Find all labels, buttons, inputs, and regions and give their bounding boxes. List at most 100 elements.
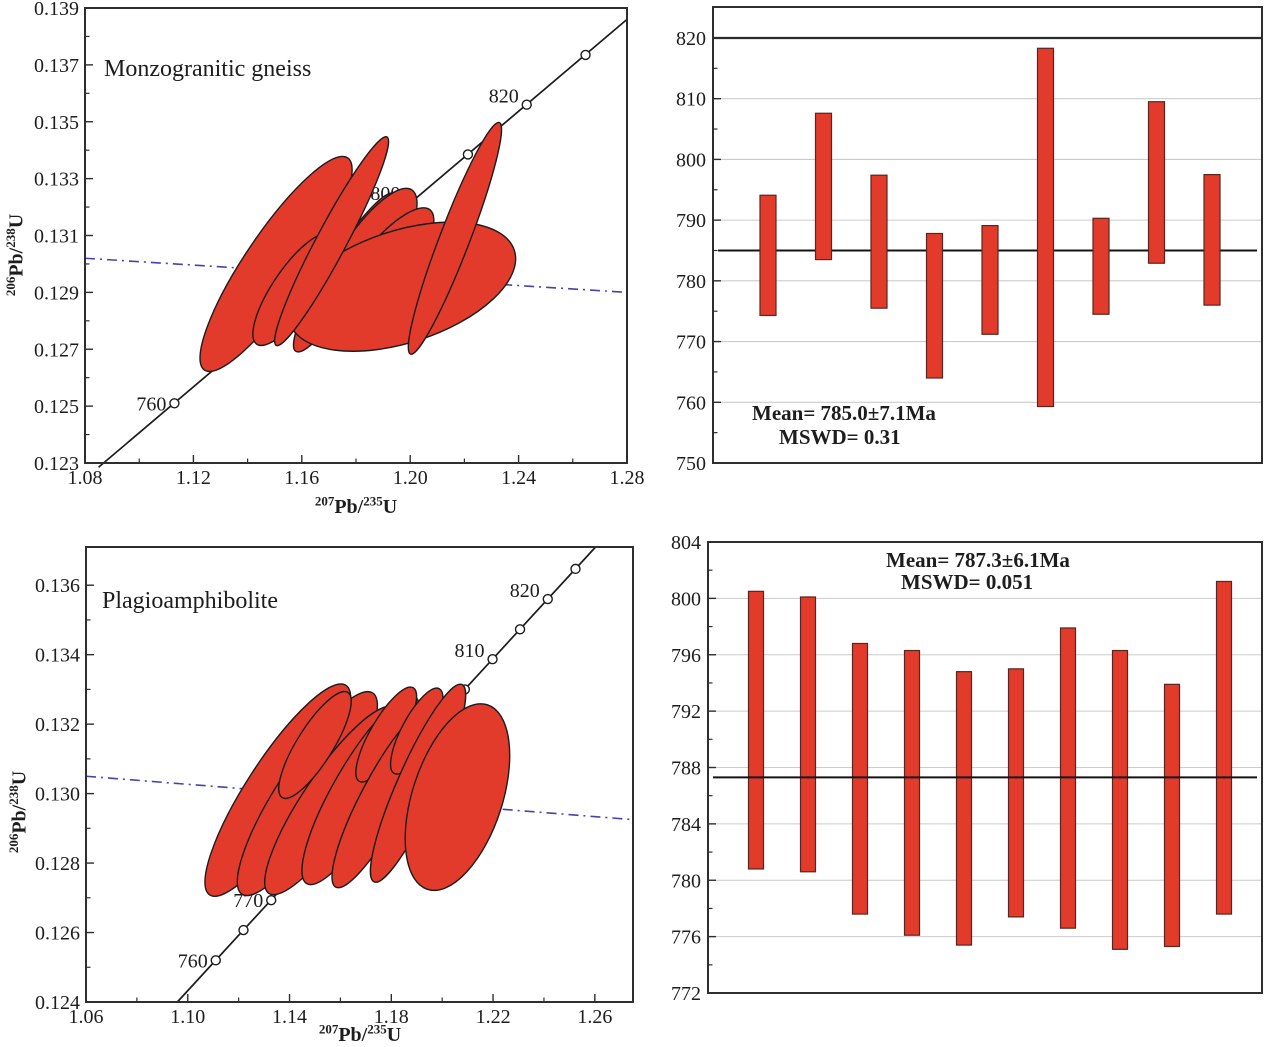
y-tick-label: 0.132 [35,714,80,736]
error-ellipse [273,136,390,347]
y-axis-element-1: Pb/ [8,804,31,834]
concordia-age-marker [462,149,474,160]
age-error-bar [759,194,777,317]
discordia-line [85,775,634,821]
x-tick-label: 1.26 [577,1006,612,1028]
concordia-age-marker [487,653,498,665]
y-tick-label: 788 [671,758,701,780]
y-tick-label: 0.137 [34,55,79,77]
mean-age-annotation: Mean= 785.0±7.1Ma [752,401,936,425]
x-axis-element-2: U [386,1024,402,1046]
y-tick-label: 804 [671,532,701,554]
y-tick-label: 776 [671,927,701,949]
concordia-age-marker [580,49,591,61]
x-axis-element-1: Pb/ [334,496,364,518]
concordia-age-marker [570,563,581,575]
y-tick-label: 0.139 [34,0,79,20]
x-axis-title: 207Pb/235U [314,493,398,519]
y-tick-label: 792 [671,701,701,723]
age-error-bar [747,590,765,870]
y-tick-label: 0.130 [35,784,80,806]
y-tick-label: 780 [671,870,701,892]
x-tick-label: 1.20 [393,467,428,489]
weighted-mean-plot-monzogranitic: 750 760 770 780 790 800 810 820 [676,6,1263,475]
y-tick-label: 796 [671,645,701,667]
x-axis-element-2: U [382,496,398,518]
concordia-age-label: 820 [510,580,540,602]
mean-age-annotation: Mean= 787.3±6.1Ma [886,548,1070,572]
y-tick-label: 784 [671,814,701,836]
y-tick-label: 0.131 [34,226,79,248]
concordia-age-marker [521,99,532,110]
x-axis-element-1: Pb/ [338,1024,368,1046]
concordia-age-label: 760 [136,393,166,415]
x-tick-label: 1.10 [170,1006,205,1028]
y-tick-label: 0.124 [35,992,80,1014]
age-error-bar [1111,649,1129,950]
x-tick-label: 1.16 [284,467,319,489]
x-tick-label: 1.28 [610,467,645,489]
error-ellipse [278,690,352,800]
y-axis-element-1: Pb/ [5,247,28,277]
x-tick-label: 1.12 [176,467,211,489]
concordia-age-marker [210,955,221,966]
age-error-bar [1163,683,1181,948]
age-error-bar [903,649,921,936]
y-tick-label: 0.133 [34,169,79,191]
y-tick-label: 0.125 [34,396,79,418]
x-axis-isotope-1: 207 [314,493,335,509]
y-tick-label: 760 [676,392,706,414]
concordia-age-marker [542,593,553,605]
y-axis-isotope-2: 238 [2,228,18,248]
error-ellipse-group [407,121,503,355]
panel-title-monzogranitic: Monzogranitic gneiss [104,56,312,82]
weighted-mean-plot-plagioamphibolite: 772 776 780 784 788 792 796 800 804 [671,532,1263,1005]
y-tick-label: 750 [676,453,706,475]
concordia-plot-plagioamphibolite: 760 770 810 820 1.06 1.10 1.14 1.18 1.22 1.26 0.12… [35,546,634,1028]
x-tick-label: 1.24 [501,467,536,489]
x-tick-label: 1.06 [69,1006,104,1028]
y-tick-label: 0.126 [35,923,80,945]
error-ellipse [407,121,503,355]
y-tick-label: 0.134 [35,645,80,667]
age-error-bar [925,232,944,379]
y-tick-label: 0.136 [35,575,80,597]
age-error-bar [814,112,833,261]
concordia-age-marker [169,398,180,409]
age-error-bar [870,174,888,309]
y-axis-element-2: U [5,213,28,229]
age-error-bar [799,596,817,873]
concordia-age-label: 810 [455,640,485,662]
y-tick-label: 800 [676,149,706,171]
y-tick-label: 0.135 [34,112,79,134]
x-tick-label: 1.08 [68,467,103,489]
mswd-annotation: MSWD= 0.051 [901,570,1034,594]
panel-title-plagioamphibolite: Plagioamphibolite [102,588,278,614]
age-error-bar [1203,173,1221,306]
age-error-bar [981,224,999,335]
age-error-bar [851,642,869,915]
age-error-bar [1147,101,1166,264]
y-tick-label: 790 [676,210,706,232]
age-error-bar [1092,217,1110,315]
age-error-bar [955,671,973,946]
x-axis-isotope-2: 235 [363,493,383,509]
error-ellipse-group [278,690,352,800]
y-tick-label: 810 [676,89,706,111]
x-tick-label: 1.22 [476,1006,511,1028]
concordia-age-marker [514,624,526,635]
x-tick-label: 1.14 [272,1006,307,1028]
age-error-bar [1036,47,1055,408]
y-tick-label: 770 [676,332,706,354]
concordia-age-label: 760 [178,950,208,972]
plot-frame [712,6,1263,464]
x-axis-isotope-1: 207 [318,1021,339,1037]
y-axis-isotope-2: 238 [5,785,21,805]
y-axis-title: 206Pb/238U [5,771,32,853]
error-ellipse-group [404,703,511,892]
concordia-age-label: 770 [233,890,263,912]
y-tick-label: 0.127 [34,339,79,361]
y-tick-label: 0.123 [34,453,79,475]
